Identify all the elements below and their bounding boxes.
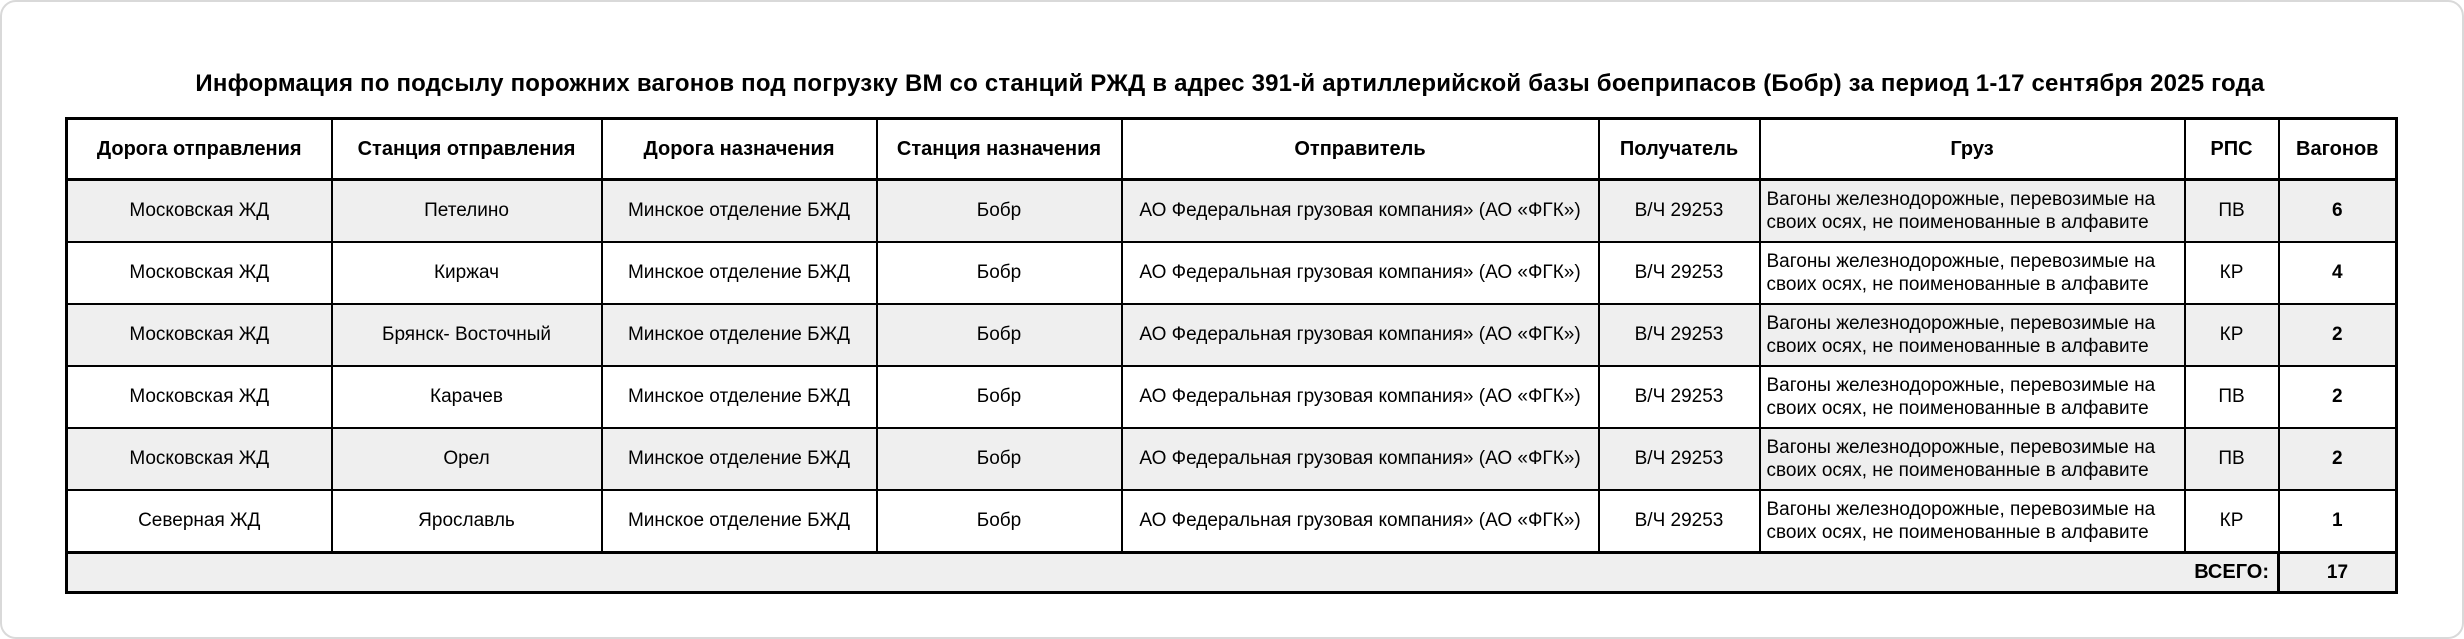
cell-sender: АО Федеральная грузовая компания» (АО «Ф… [1120, 303, 1600, 367]
cell-departure-road: Северная ЖД [65, 489, 333, 554]
table-row: Северная ЖД Ярославль Минское отделение … [65, 489, 2398, 554]
cell-destination-road: Минское отделение БЖД [600, 427, 878, 491]
cell-destination-station: Бобр [875, 303, 1123, 367]
cell-cargo: Вагоны железнодорожные, перевозимые на с… [1758, 303, 2186, 367]
cell-destination-road: Минское отделение БЖД [600, 365, 878, 429]
table-body: Московская ЖД Петелино Минское отделение… [65, 178, 2398, 554]
cell-departure-station: Петелино [330, 178, 603, 243]
column-header-destination-road: Дорога назначения [600, 117, 878, 181]
cell-cargo: Вагоны железнодорожные, перевозимые на с… [1758, 427, 2186, 491]
table-row: Московская ЖД Брянск- Восточный Минское … [65, 303, 2398, 367]
cell-wagons: 4 [2277, 241, 2398, 305]
cell-wagons: 2 [2277, 427, 2398, 491]
cell-rps: ПВ [2183, 365, 2280, 429]
table-row: Московская ЖД Петелино Минское отделение… [65, 178, 2398, 243]
cell-receiver: В/Ч 29253 [1597, 303, 1761, 367]
column-header-cargo: Груз [1758, 117, 2186, 181]
table-row: Московская ЖД Орел Минское отделение БЖД… [65, 427, 2398, 491]
column-header-sender: Отправитель [1120, 117, 1600, 181]
cell-sender: АО Федеральная грузовая компания» (АО «Ф… [1120, 178, 1600, 243]
column-header-departure-station: Станция отправления [330, 117, 603, 181]
cell-sender: АО Федеральная грузовая компания» (АО «Ф… [1120, 365, 1600, 429]
cell-destination-road: Минское отделение БЖД [600, 489, 878, 554]
cell-rps: КР [2183, 303, 2280, 367]
column-header-rps: РПС [2183, 117, 2280, 181]
cell-destination-station: Бобр [875, 427, 1123, 491]
column-header-destination-station: Станция назначения [875, 117, 1123, 181]
table-row: Московская ЖД Карачев Минское отделение … [65, 365, 2398, 429]
cell-cargo: Вагоны железнодорожные, перевозимые на с… [1758, 365, 2186, 429]
column-header-departure-road: Дорога отправления [65, 117, 333, 181]
column-header-receiver: Получатель [1597, 117, 1761, 181]
header-row: Дорога отправления Станция отправления Дор… [65, 117, 2398, 181]
cell-departure-road: Московская ЖД [65, 365, 333, 429]
column-header-wagons: Вагонов [2277, 117, 2398, 181]
page-title: Информация по подсылу порожних вагонов п… [195, 70, 2265, 97]
cell-wagons: 1 [2277, 489, 2398, 554]
cell-wagons: 2 [2277, 303, 2398, 367]
cell-receiver: В/Ч 29253 [1597, 427, 1761, 491]
total-row: ВСЕГО: 17 [65, 551, 2398, 594]
cell-departure-road: Московская ЖД [65, 427, 333, 491]
cell-destination-station: Бобр [875, 241, 1123, 305]
cell-destination-station: Бобр [875, 489, 1123, 554]
cell-departure-station: Киржач [330, 241, 603, 305]
cell-departure-road: Московская ЖД [65, 303, 333, 367]
cell-receiver: В/Ч 29253 [1597, 365, 1761, 429]
cell-receiver: В/Ч 29253 [1597, 178, 1761, 243]
cell-destination-station: Бобр [875, 365, 1123, 429]
cell-destination-road: Минское отделение БЖД [600, 178, 878, 243]
cell-sender: АО Федеральная грузовая компания» (АО «Ф… [1120, 489, 1600, 554]
cell-departure-station: Карачев [330, 365, 603, 429]
cell-departure-station: Ярославль [330, 489, 603, 554]
cell-departure-station: Орел [330, 427, 603, 491]
table-row: Московская ЖД Киржач Минское отделение Б… [65, 241, 2398, 305]
cell-destination-road: Минское отделение БЖД [600, 241, 878, 305]
cell-cargo: Вагоны железнодорожные, перевозимые на с… [1758, 178, 2186, 243]
cell-destination-road: Минское отделение БЖД [600, 303, 878, 367]
cell-cargo: Вагоны железнодорожные, перевозимые на с… [1758, 241, 2186, 305]
total-value: 17 [2277, 551, 2398, 594]
cell-departure-road: Московская ЖД [65, 178, 333, 243]
cell-rps: ПВ [2183, 178, 2280, 243]
wagons-report-table: Дорога отправления Станция отправления Дор… [65, 117, 2398, 594]
cell-departure-road: Московская ЖД [65, 241, 333, 305]
cell-receiver: В/Ч 29253 [1597, 489, 1761, 554]
cell-destination-station: Бобр [875, 178, 1123, 243]
cell-sender: АО Федеральная грузовая компания» (АО «Ф… [1120, 427, 1600, 491]
total-label: ВСЕГО: [65, 551, 2280, 594]
cell-sender: АО Федеральная грузовая компания» (АО «Ф… [1120, 241, 1600, 305]
cell-rps: КР [2183, 489, 2280, 554]
cell-wagons: 6 [2277, 178, 2398, 243]
cell-rps: КР [2183, 241, 2280, 305]
cell-cargo: Вагоны железнодорожные, перевозимые на с… [1758, 489, 2186, 554]
cell-receiver: В/Ч 29253 [1597, 241, 1761, 305]
cell-departure-station: Брянск- Восточный [330, 303, 603, 367]
cell-rps: ПВ [2183, 427, 2280, 491]
cell-wagons: 2 [2277, 365, 2398, 429]
